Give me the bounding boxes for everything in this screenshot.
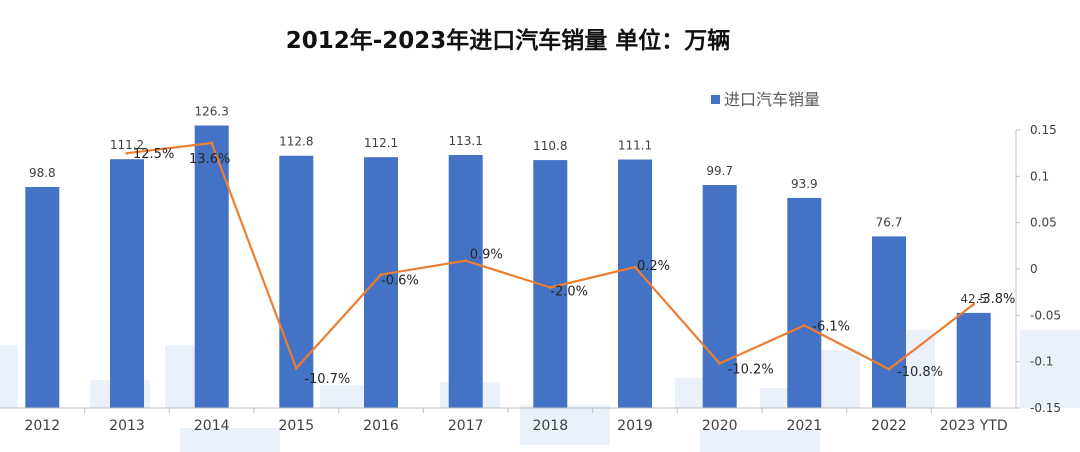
background-block (905, 330, 935, 408)
y-tick-label: -0.1 (1030, 355, 1053, 369)
x-tick-label: 2015 (278, 418, 314, 434)
growth-point (633, 265, 637, 269)
growth-value-label: -2.0% (550, 285, 588, 300)
bar-2012 (25, 187, 60, 408)
growth-value-label: 13.6% (189, 152, 230, 167)
bar-2014 (194, 125, 229, 408)
background-block (0, 345, 18, 408)
y-tick-label: -0.05 (1030, 308, 1061, 322)
growth-point (294, 366, 298, 370)
background-block (700, 430, 820, 452)
bar-2022 (872, 236, 906, 408)
x-tick-label: 2019 (617, 418, 653, 434)
growth-point (718, 362, 722, 365)
x-tick-label: 2020 (702, 418, 738, 434)
y-tick-label: -0.15 (1030, 401, 1061, 415)
line-layer (125, 141, 976, 371)
bars-group (25, 125, 991, 408)
growth-value-label: -6.1% (812, 320, 850, 335)
growth-point (802, 324, 806, 327)
bar-value-label: 99.7 (706, 164, 733, 178)
x-tick-label: 2017 (448, 418, 484, 434)
bar-value-label: 113.1 (449, 134, 483, 148)
right-y-tick-labels: 0.15 0.1 0.05 0 -0.05 -0.1 -0.15 (1030, 123, 1061, 415)
legend-swatch (711, 95, 720, 104)
bar-2019 (618, 159, 652, 408)
growth-point (379, 273, 383, 277)
bar-value-label: 42.5 (960, 292, 987, 306)
y-tick-label: 0.05 (1030, 216, 1057, 230)
x-tick-label: 2018 (532, 418, 568, 434)
growth-value-label: 0.2% (637, 259, 670, 274)
bar-value-label: 111.1 (618, 139, 652, 153)
bar-2020 (702, 185, 737, 408)
growth-point (887, 367, 891, 371)
growth-value-label: -0.6% (381, 274, 419, 289)
x-tick-label: 2023 YTD (940, 418, 1008, 434)
chart-title: 2012年-2023年进口汽车销量 单位：万辆 (286, 27, 731, 54)
y-tick-label: 0.15 (1030, 123, 1057, 137)
background-block (1020, 330, 1080, 408)
line-labels-group: 12.5% 13.6% -10.7% -0.6% 0.9% -2.0% 0.2% -10.2%… (133, 147, 1015, 387)
growth-value-label: -10.8% (897, 365, 943, 380)
growth-value-label: -3.8% (978, 292, 1016, 307)
background-block (180, 428, 280, 452)
x-tick-label: 2022 (871, 418, 907, 434)
growth-point (464, 259, 468, 263)
growth-value-label: -10.2% (728, 363, 774, 378)
bar-2021 (787, 197, 822, 408)
growth-value-label: 12.5% (133, 147, 174, 162)
legend-label: 进口汽车销量 (724, 90, 820, 109)
x-tick-label: 2021 (786, 418, 822, 434)
bar-value-label: 98.8 (29, 166, 56, 180)
bar-2015 (279, 155, 314, 408)
bar-value-label: 112.8 (279, 135, 313, 149)
x-tick-label: 2014 (194, 418, 230, 434)
x-tick-label: 2013 (109, 418, 145, 434)
x-tick-label: 2016 (363, 418, 399, 434)
bar-value-label: 111.2 (110, 138, 144, 152)
bar-2016 (364, 157, 398, 408)
bar-2017 (448, 155, 483, 408)
background-block (520, 405, 610, 445)
bar-value-label: 112.1 (364, 136, 398, 150)
bar-value-label: 76.7 (876, 215, 903, 229)
growth-point (210, 141, 214, 145)
bar-value-label: 126.3 (195, 105, 229, 119)
x-tick-label: 2012 (24, 418, 60, 434)
bar-labels-group: 98.8 111.2 126.3 112.8 112.1 113.1 110.8 111.1 9… (29, 105, 987, 306)
growth-value-label: -10.7% (304, 372, 350, 387)
axes-group (0, 129, 1020, 413)
growth-point (548, 286, 552, 289)
y-tick-label: 0.1 (1030, 169, 1049, 183)
growth-point (125, 151, 129, 155)
legend: 进口汽车销量 (711, 90, 820, 109)
x-tick-labels: 2012 2013 2014 2015 2016 2017 2018 2019 2020 2021… (24, 418, 1007, 434)
growth-value-label: 0.9% (470, 248, 503, 263)
bar-value-label: 93.9 (791, 177, 818, 191)
y-tick-label: 0 (1030, 262, 1038, 276)
bar-value-label: 110.8 (533, 139, 567, 153)
bar-2023-ytd (956, 312, 991, 408)
bar-2013 (110, 159, 144, 408)
growth-point (972, 302, 976, 306)
